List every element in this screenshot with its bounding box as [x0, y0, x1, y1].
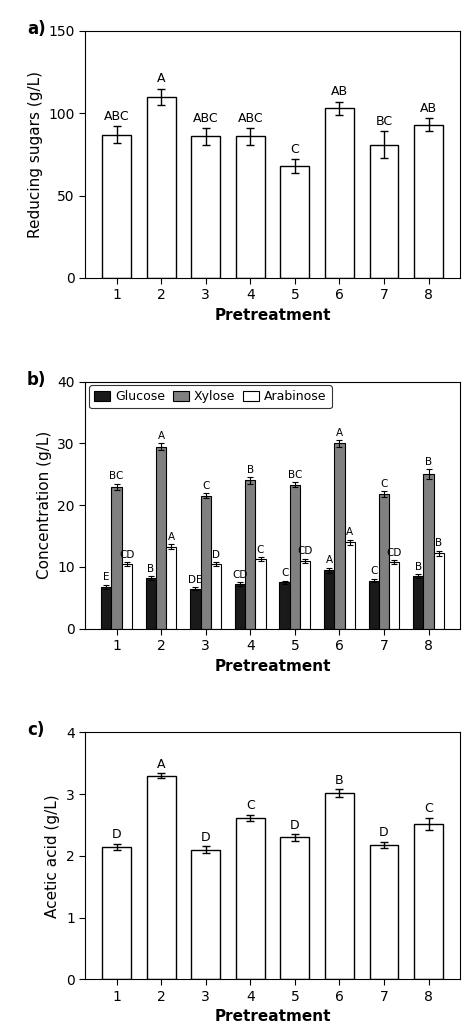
Bar: [370, 144, 399, 278]
Text: C: C: [246, 799, 255, 812]
Bar: [245, 480, 255, 629]
Bar: [280, 837, 310, 979]
Bar: [191, 850, 220, 979]
Text: DE: DE: [188, 575, 203, 585]
Y-axis label: Concentration (g/L): Concentration (g/L): [36, 431, 52, 579]
Text: A: A: [346, 527, 353, 537]
Bar: [300, 561, 310, 629]
Text: D: D: [290, 819, 300, 832]
Text: b): b): [27, 370, 46, 389]
Bar: [156, 446, 166, 629]
Bar: [413, 576, 423, 629]
Bar: [111, 487, 122, 629]
Bar: [201, 496, 211, 629]
Text: CD: CD: [232, 570, 248, 579]
Bar: [389, 562, 400, 629]
Bar: [325, 793, 354, 979]
Bar: [101, 587, 111, 629]
Text: C: C: [291, 143, 299, 156]
Text: A: A: [157, 431, 164, 441]
Text: A: A: [157, 72, 165, 86]
Bar: [211, 564, 221, 629]
Text: C: C: [257, 544, 264, 555]
Text: A: A: [168, 532, 175, 541]
Text: D: D: [212, 550, 220, 560]
X-axis label: Pretreatment: Pretreatment: [214, 659, 331, 673]
Text: B: B: [246, 465, 254, 475]
Bar: [434, 554, 444, 629]
Text: D: D: [112, 828, 121, 841]
Text: D: D: [201, 831, 210, 843]
Y-axis label: Acetic acid (g/L): Acetic acid (g/L): [46, 794, 61, 918]
Bar: [235, 585, 245, 629]
X-axis label: Pretreatment: Pretreatment: [214, 1009, 331, 1025]
Text: C: C: [370, 566, 377, 576]
Text: BC: BC: [375, 115, 392, 128]
Bar: [146, 97, 175, 278]
Text: CD: CD: [387, 547, 402, 558]
Text: A: A: [326, 555, 333, 565]
Bar: [236, 818, 265, 979]
Bar: [102, 846, 131, 979]
Text: CD: CD: [119, 550, 135, 560]
Text: ABC: ABC: [237, 111, 263, 125]
Bar: [146, 578, 156, 629]
Bar: [255, 559, 265, 629]
Bar: [369, 580, 379, 629]
Text: B: B: [425, 457, 432, 467]
Text: ABC: ABC: [104, 110, 129, 123]
Bar: [122, 564, 132, 629]
Bar: [334, 443, 345, 629]
Y-axis label: Reducing sugars (g/L): Reducing sugars (g/L): [28, 71, 43, 238]
Text: E: E: [103, 572, 109, 583]
Text: B: B: [335, 774, 344, 787]
Bar: [166, 546, 176, 629]
Bar: [370, 844, 399, 979]
Text: A: A: [336, 428, 343, 438]
Legend: Glucose, Xylose, Arabinose: Glucose, Xylose, Arabinose: [89, 386, 332, 408]
Bar: [324, 570, 334, 629]
Text: C: C: [424, 802, 433, 816]
Text: A: A: [157, 758, 165, 771]
Bar: [280, 166, 310, 278]
Text: BC: BC: [288, 470, 302, 479]
Text: B: B: [415, 562, 422, 572]
Text: AB: AB: [331, 86, 348, 98]
Bar: [280, 583, 290, 629]
Bar: [236, 136, 265, 278]
Text: C: C: [202, 481, 210, 491]
Text: AB: AB: [420, 102, 437, 114]
Bar: [423, 474, 434, 629]
Text: ABC: ABC: [193, 111, 219, 125]
Bar: [414, 125, 443, 278]
Text: B: B: [435, 538, 442, 548]
Bar: [191, 136, 220, 278]
Bar: [379, 494, 389, 629]
Text: C: C: [281, 568, 288, 578]
Bar: [146, 775, 175, 979]
Bar: [345, 542, 355, 629]
Text: CD: CD: [297, 546, 313, 557]
Text: BC: BC: [109, 471, 124, 481]
Text: C: C: [380, 478, 388, 489]
Bar: [190, 589, 201, 629]
Bar: [290, 485, 300, 629]
Bar: [414, 824, 443, 979]
Text: B: B: [147, 564, 155, 573]
Text: a): a): [27, 20, 46, 38]
Bar: [325, 108, 354, 278]
Bar: [102, 135, 131, 278]
Text: c): c): [27, 722, 45, 739]
X-axis label: Pretreatment: Pretreatment: [214, 308, 331, 323]
Text: D: D: [379, 826, 389, 839]
